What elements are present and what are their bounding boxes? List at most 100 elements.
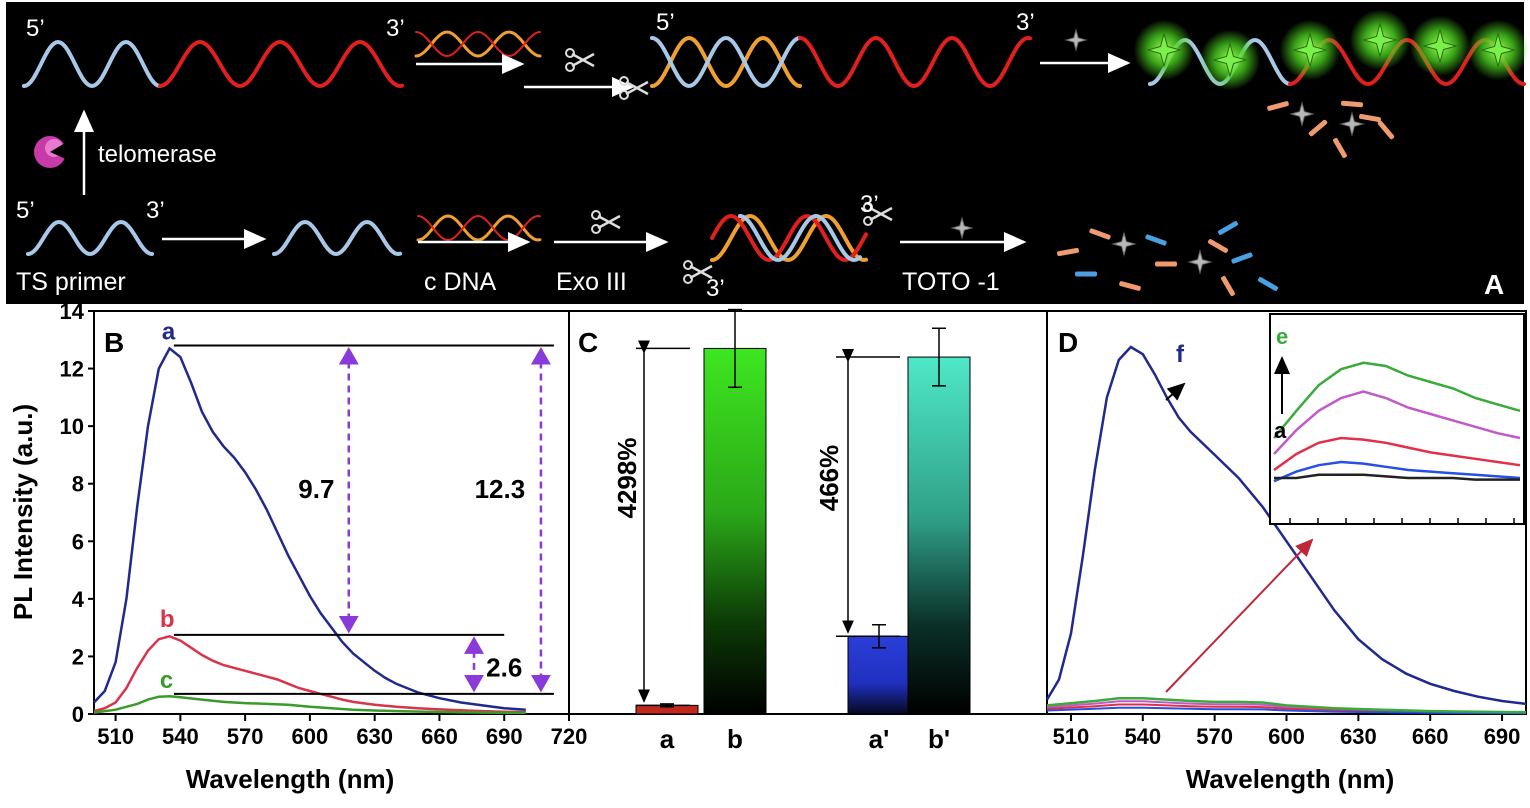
category-label-3: b' (928, 724, 950, 754)
strand-bottom-primer-2 (272, 220, 402, 257)
glowing-dye-icon (1199, 29, 1261, 91)
series-label-f: f (1176, 341, 1185, 368)
scissors-handle-icon (863, 216, 873, 226)
y-tick-label-b: 2 (72, 644, 84, 669)
label-top-5prime-b: 5’ (656, 9, 675, 36)
strand-cdna-top-b (415, 30, 541, 57)
dna-fragment (1119, 281, 1141, 291)
bar-b' (907, 356, 971, 715)
dna-fragment (1308, 119, 1328, 137)
scissors-handle-icon (565, 62, 575, 72)
dna-fragment (1340, 100, 1364, 108)
inset-label-a: a (1274, 418, 1287, 443)
telomerase-enzyme-icon (34, 136, 70, 168)
inset-frame (1269, 313, 1525, 525)
dna-fragment (1155, 261, 1177, 267)
dye-star (1362, 22, 1398, 58)
x-tick-label-b: 570 (227, 724, 264, 749)
dye-star (1339, 111, 1365, 137)
inset-label-e: e (1276, 324, 1288, 349)
glowing-dye-icon (1133, 19, 1195, 81)
label-bottom-3prime-a: 3’ (706, 275, 725, 302)
y-tick-label-b: 8 (72, 472, 84, 497)
dna-fragment (1207, 239, 1229, 253)
label-toto-1: TOTO -1 (902, 268, 1000, 296)
diff-label-ac: 12.3 (475, 474, 526, 504)
series-label-c: c (160, 667, 173, 694)
y-tick-label-b: 4 (72, 587, 85, 612)
inset-curve-2 (1273, 436, 1521, 472)
label-telomerase: telomerase (98, 141, 217, 168)
label-bottom-3prime: 3’ (146, 197, 165, 224)
scissors-icon (591, 210, 621, 234)
label-top-3prime: 3’ (386, 15, 405, 42)
dye-star (1146, 32, 1182, 68)
dye-star (1480, 32, 1516, 68)
y-tick-label-b: 12 (60, 357, 84, 382)
inset-curve-3 (1273, 460, 1521, 483)
label-bottom-5prime: 5’ (16, 197, 35, 224)
dye-icon (1339, 111, 1365, 137)
x-tick-label-b: 600 (292, 724, 329, 749)
scissors-handle-icon (591, 224, 601, 234)
diff-label-ab: 9.7 (298, 474, 334, 504)
dna-fragment (1075, 271, 1097, 277)
scissors-blade-icon (689, 264, 713, 280)
dna-fragments (1057, 100, 1395, 297)
dye-icon (1187, 249, 1213, 275)
x-axis-title-d: Wavelength (nm) (1186, 764, 1394, 794)
dna-fragment (1089, 228, 1111, 240)
dye-icon (1111, 231, 1137, 257)
series-line-a (93, 346, 526, 711)
scissors-handle-icon (683, 260, 693, 270)
panels-frame (93, 310, 1527, 715)
x-tick-label-b: 510 (97, 724, 134, 749)
glowing-dye-icon (1467, 19, 1529, 81)
dna-fragment (1231, 252, 1253, 264)
scissors-blade-icon (625, 80, 649, 96)
scissors-handle-icon (863, 202, 873, 212)
exonuclease-scissors-icons (565, 48, 893, 284)
dye-star (1187, 249, 1213, 275)
dye-star (1422, 28, 1458, 64)
strand-duplex-cdna (650, 36, 802, 89)
low-curve (1046, 706, 1527, 715)
pct-label-a2b2: 466% (814, 445, 844, 512)
inset-curve-0 (1273, 361, 1521, 439)
x-tick-label-d: 660 (1412, 724, 1449, 749)
x-tick-label-b: 690 (486, 724, 523, 749)
dna-fragment (1257, 277, 1279, 291)
scissors-icon (863, 202, 893, 226)
label-bottom-3prime-b: 3’ (860, 191, 879, 218)
pct-label-ab: 4298% (612, 438, 642, 519)
scissors-handle-icon (565, 48, 575, 58)
scissors-icon (683, 260, 713, 284)
panel-letter-c: C (578, 327, 598, 358)
glowing-dye-icon (1349, 9, 1411, 71)
dye-star (1292, 32, 1328, 68)
y-axis-title-b: PL Intensity (a.u.) (8, 404, 38, 620)
label-top-5prime: 5’ (26, 15, 45, 42)
dye-star (1111, 231, 1137, 257)
category-label-1: b (727, 724, 743, 754)
scheme-panel: 5’ 3’ 5’ 3’ telomerase 5’ 3’ TS primer c… (6, 2, 1529, 304)
scheme-arrows (74, 53, 1131, 252)
panel-letter-b: B (104, 327, 124, 358)
series-line-e (1046, 696, 1527, 714)
dye-molecules (950, 9, 1529, 275)
y-tick-label-b: 6 (72, 529, 84, 554)
strand-cdna-top (414, 30, 542, 58)
series-line-c (93, 694, 526, 715)
y-tick-label-b: 14 (60, 299, 85, 324)
dna-fragment (1359, 113, 1381, 123)
scissors-handle-icon (619, 76, 629, 86)
x-tick-label-d: 570 (1196, 724, 1233, 749)
dye-star (1289, 101, 1315, 127)
x-tick-label-b: 660 (421, 724, 458, 749)
scheme-background (6, 2, 1524, 304)
dna-fragment (1333, 137, 1347, 159)
x-tick-label-b: 540 (162, 724, 199, 749)
y-tick-label-b: 10 (60, 414, 84, 439)
